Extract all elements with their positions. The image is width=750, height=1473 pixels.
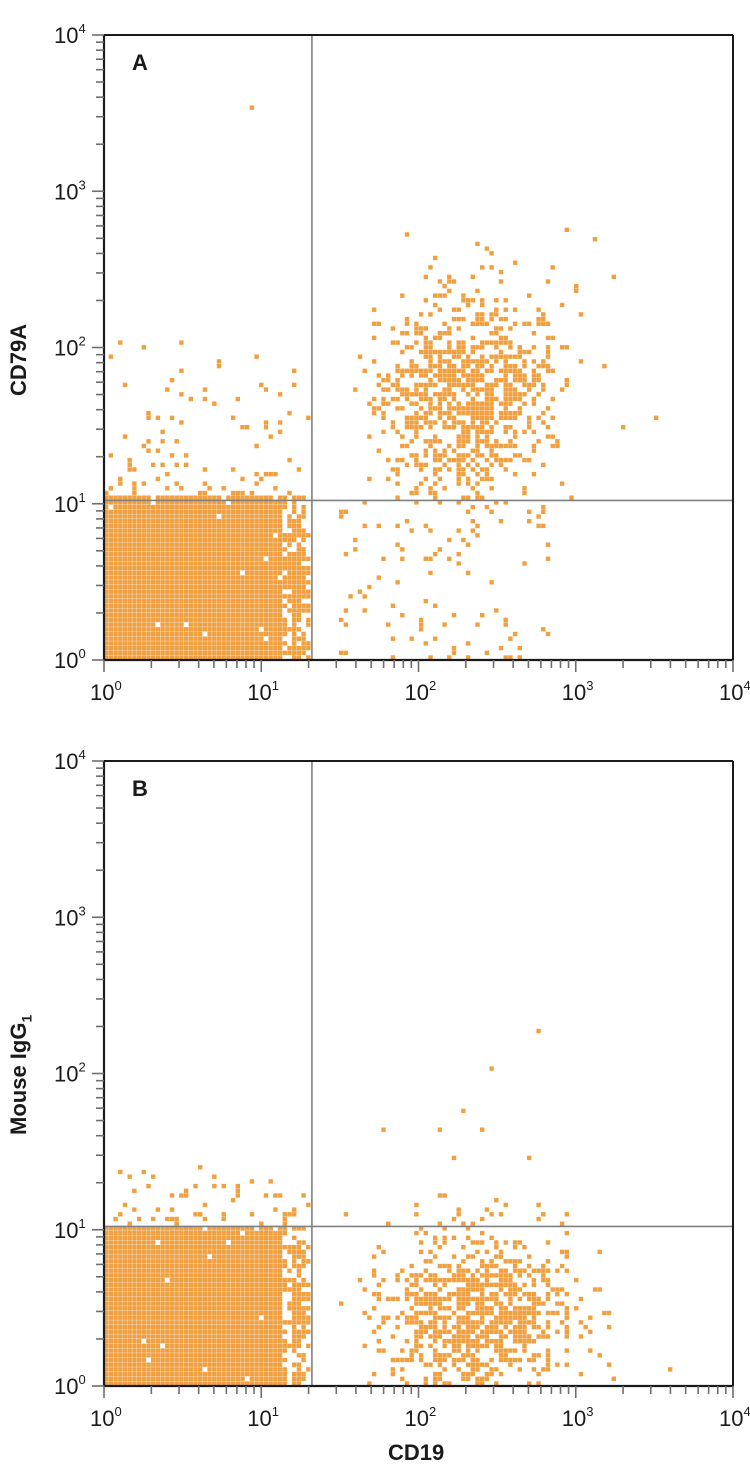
x-tick-label: 101 (247, 1404, 279, 1431)
x-tick-label: 102 (405, 678, 437, 705)
y-tick-label: 100 (54, 646, 86, 673)
y-axis-title-text: CD79A (6, 323, 31, 396)
x-tick-label: 103 (562, 1404, 594, 1431)
scatter-points (104, 1028, 673, 1386)
x-tick-label: 101 (247, 678, 279, 705)
x-tick-label: 100 (90, 1404, 122, 1431)
y-tick-label: 102 (54, 334, 86, 361)
y-tick-label: 101 (54, 490, 86, 517)
x-tick-label: 104 (719, 678, 750, 705)
panel-b-x-axis-title: CD19 (388, 1440, 445, 1465)
y-tick-label: 104 (54, 747, 86, 774)
x-tick-label: 100 (90, 678, 122, 705)
y-axis-title-text: Mouse IgG (6, 1022, 31, 1135)
panel-b-label: B (132, 776, 148, 801)
y-axis-title-subscript: 1 (18, 1014, 35, 1023)
y-tick-label: 100 (54, 1372, 86, 1399)
y-tick-label: 104 (54, 21, 86, 48)
y-tick-label: 103 (54, 903, 86, 930)
panel-a-label: A (132, 50, 148, 75)
panel-a-y-axis-title: CD79A (6, 324, 32, 396)
y-tick-label: 102 (54, 1060, 86, 1087)
panel-b-y-axis-title: Mouse IgG1 (6, 1015, 34, 1135)
x-tick-label: 103 (562, 678, 594, 705)
axis-ticks (92, 34, 734, 672)
x-tick-label: 104 (719, 1404, 750, 1431)
x-tick-label: 102 (405, 1404, 437, 1431)
y-tick-label: 101 (54, 1216, 86, 1243)
y-tick-label: 103 (54, 177, 86, 204)
axis-ticks (92, 760, 734, 1398)
scatter-points (104, 105, 659, 660)
